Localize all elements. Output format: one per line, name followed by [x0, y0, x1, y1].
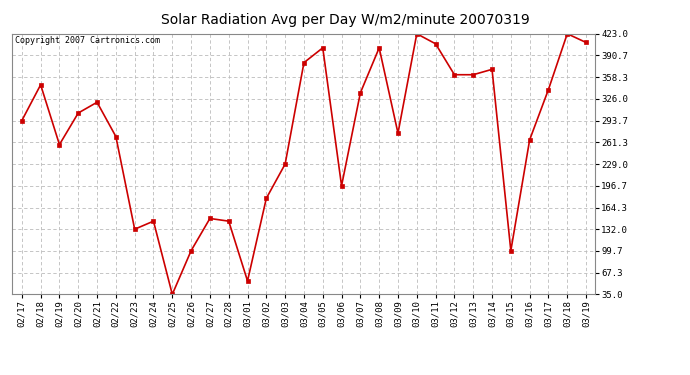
Text: Solar Radiation Avg per Day W/m2/minute 20070319: Solar Radiation Avg per Day W/m2/minute …: [161, 13, 529, 27]
Text: Copyright 2007 Cartronics.com: Copyright 2007 Cartronics.com: [15, 36, 160, 45]
